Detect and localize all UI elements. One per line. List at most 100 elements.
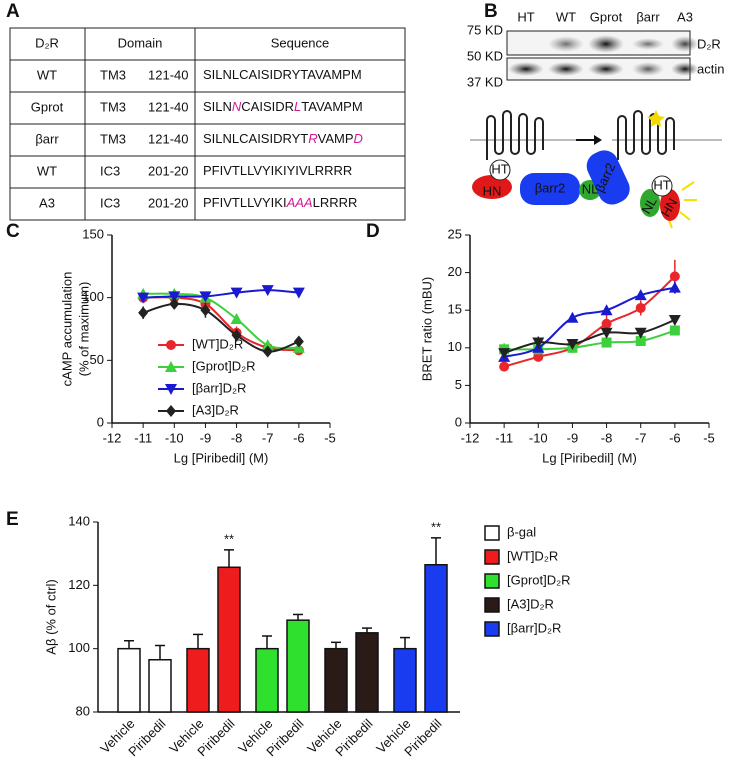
nl-fragment [640, 189, 660, 217]
bar [324, 647, 348, 713]
y-axis-label: BRET ratio (mBU) [419, 277, 434, 382]
row-name: βarr [35, 131, 59, 146]
marker [635, 302, 646, 313]
y-tick-label: 50 [90, 352, 104, 367]
x-axis-label: Lg [Piribedil] (M) [174, 450, 269, 465]
y-axis-label: Aβ (% of ctrl) [43, 579, 58, 654]
marker [668, 314, 681, 326]
lane-label: A3 [677, 9, 693, 24]
size-marker: 37 KD [467, 74, 503, 89]
legend-label: [A3]D₂R [507, 596, 554, 611]
marker [532, 337, 545, 349]
x-tick-label: -12 [461, 430, 480, 445]
marker [230, 287, 243, 299]
x-tick-label: -9 [567, 430, 579, 445]
panel-label: B [484, 1, 498, 22]
band [548, 36, 584, 52]
bar [117, 647, 141, 713]
agonist [647, 110, 665, 127]
row-range: 121-40 [148, 67, 188, 82]
band [548, 62, 584, 76]
legend-swatch [484, 597, 500, 613]
x-tick-label: -6 [293, 430, 305, 445]
x-tick-label: -8 [231, 430, 243, 445]
x-tick-label: -7 [635, 430, 647, 445]
fit-line [504, 329, 676, 351]
legend-label: [βarr]D₂R [192, 380, 246, 395]
bret-diagram: HN HT βarr2 NL βarr2 HT NL HN [470, 110, 722, 229]
marker [601, 318, 612, 329]
panel-label: C [6, 221, 20, 242]
hn-fragment [472, 175, 512, 199]
row-sequence: SILNNCAISIDRLTAVAMPM [203, 99, 363, 114]
x-tick-label: -10 [165, 430, 184, 445]
marker [668, 281, 681, 293]
bar [186, 647, 210, 713]
y-tick-label: 10 [448, 339, 462, 354]
x-tick-label: -10 [529, 430, 548, 445]
sequence-part: R [308, 131, 317, 146]
receptor [486, 110, 544, 160]
row-name: A3 [39, 195, 55, 210]
y-axis-label: cAMP accumulation [59, 272, 74, 387]
legend-label: [WT]D₂R [507, 548, 558, 563]
marker [499, 361, 510, 372]
lane-label: βarr [636, 9, 660, 24]
y-tick-label: 100 [82, 289, 104, 304]
sequence-part: LRRRR [313, 195, 358, 210]
marker [566, 311, 579, 323]
legend-label: [A3]D₂R [192, 402, 239, 417]
significance: ** [431, 519, 441, 534]
marker [166, 340, 176, 350]
y-tick-label: 80 [76, 703, 90, 718]
marker [200, 304, 211, 317]
sequence-part: SILNLCAISIDRYTAVAMPM [203, 67, 362, 82]
sequence-part: N [232, 99, 242, 114]
bar [424, 564, 448, 713]
size-marker: 50 KD [467, 48, 503, 63]
lane-label: Gprot [590, 9, 623, 24]
sequence-part: SILN [203, 99, 232, 114]
sequence-part: VAMP [318, 131, 354, 146]
legend-label: [Gprot]D₂R [507, 572, 571, 587]
marker [669, 325, 680, 336]
row-domain: IC3 [100, 163, 120, 178]
row-sequence: SILNLCAISIDRYTAVAMPM [203, 67, 362, 82]
table-header: Sequence [271, 35, 330, 50]
band [508, 62, 544, 76]
x-tick-label: -11 [134, 430, 152, 445]
lane-label: HT [517, 9, 534, 24]
x-tick-label: -7 [262, 430, 274, 445]
ht-tag [651, 175, 673, 197]
fit-line [503, 275, 676, 368]
y-tick-label: 150 [82, 226, 104, 241]
lane-label: WT [556, 9, 576, 24]
receptor [617, 110, 675, 160]
y-tick-label: 20 [448, 264, 462, 279]
sequence-part: D [354, 131, 363, 146]
diagram-label: HN [483, 183, 502, 198]
row-domain: IC3 [100, 195, 120, 210]
x-tick-label: -8 [601, 430, 613, 445]
sequence-part: PFIVTLLVYIKI [203, 195, 287, 210]
diagram-label: NL [582, 181, 599, 196]
table-header: Domain [118, 35, 163, 50]
fit-line [503, 286, 676, 358]
band [588, 62, 624, 76]
marker [165, 384, 177, 395]
x-tick-label: -9 [200, 430, 212, 445]
x-tick-label: -5 [703, 430, 715, 445]
marker [634, 289, 647, 301]
bar [286, 619, 310, 713]
marker [292, 287, 305, 299]
marker [138, 306, 149, 319]
bar [148, 659, 172, 713]
hn-fragment [660, 189, 680, 221]
x-axis-label: Lg [Piribedil] (M) [542, 450, 637, 465]
bar [393, 647, 417, 713]
legend-label: [Gprot]D₂R [192, 358, 256, 373]
significance: ** [224, 531, 234, 546]
sequence-part: SILNLCAISIDRYT [203, 131, 308, 146]
row-range: 201-20 [148, 195, 188, 210]
